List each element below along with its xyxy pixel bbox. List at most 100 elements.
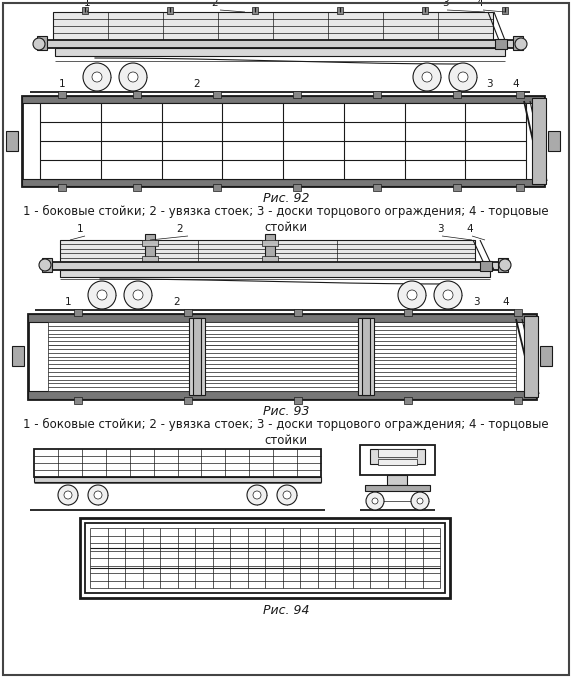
Circle shape — [128, 72, 138, 82]
Text: 3: 3 — [436, 224, 443, 234]
Bar — [48, 345, 516, 368]
Bar — [373, 91, 381, 98]
Bar — [193, 318, 201, 395]
Bar — [358, 318, 374, 395]
Circle shape — [97, 290, 107, 300]
Bar — [378, 449, 417, 457]
Circle shape — [88, 281, 116, 309]
Circle shape — [434, 281, 462, 309]
Bar — [6, 131, 18, 151]
Text: 4: 4 — [513, 79, 519, 89]
Bar — [37, 36, 47, 50]
Bar — [80, 518, 450, 598]
Text: Рис. 94: Рис. 94 — [263, 604, 309, 617]
Bar — [48, 322, 516, 345]
Circle shape — [133, 290, 143, 300]
Text: 4: 4 — [467, 224, 473, 234]
Circle shape — [92, 72, 102, 82]
Bar — [387, 475, 407, 485]
Bar — [265, 234, 275, 264]
Bar — [74, 309, 82, 316]
Bar — [502, 7, 508, 14]
Bar — [12, 346, 24, 366]
Circle shape — [449, 63, 477, 91]
Circle shape — [83, 63, 111, 91]
Bar — [378, 459, 417, 465]
Circle shape — [413, 63, 441, 91]
Circle shape — [94, 491, 102, 499]
Text: 2: 2 — [194, 79, 200, 89]
Text: 1 - боковые стойки; 2 - увязка стоек; 3 - доски торцового ограждения; 4 - торцов: 1 - боковые стойки; 2 - увязка стоек; 3 … — [23, 205, 549, 234]
Bar — [262, 240, 278, 246]
Text: 3: 3 — [486, 79, 492, 89]
Bar — [514, 397, 522, 404]
Text: 1: 1 — [84, 0, 90, 8]
Text: 3: 3 — [442, 0, 448, 8]
Text: 1: 1 — [59, 79, 65, 89]
Circle shape — [458, 72, 468, 82]
Bar — [548, 131, 560, 151]
Bar — [404, 309, 412, 316]
Bar — [48, 368, 516, 391]
Bar — [262, 256, 278, 262]
Circle shape — [411, 492, 429, 510]
Bar — [58, 91, 66, 98]
Bar — [34, 449, 321, 477]
Bar — [360, 445, 435, 475]
Bar — [516, 91, 524, 98]
Bar — [480, 261, 492, 271]
Bar — [142, 256, 158, 262]
Bar — [60, 240, 475, 262]
Text: Рис. 92: Рис. 92 — [263, 192, 309, 205]
Bar — [524, 316, 538, 397]
Bar — [293, 91, 301, 98]
Bar — [58, 184, 66, 191]
Circle shape — [515, 38, 527, 50]
Circle shape — [499, 259, 511, 271]
Bar — [422, 7, 428, 14]
Bar — [40, 103, 526, 179]
Text: 1 - боковые стойки; 2 - увязка стоек; 3 - доски торцового ограждения; 4 - торцов: 1 - боковые стойки; 2 - увязка стоек; 3 … — [23, 418, 549, 447]
Bar — [513, 36, 523, 50]
Bar — [50, 262, 500, 270]
Bar — [184, 309, 192, 316]
Bar — [82, 7, 88, 14]
Text: 3: 3 — [472, 297, 479, 307]
Bar — [365, 485, 430, 491]
Bar — [184, 397, 192, 404]
Bar — [252, 7, 258, 14]
Circle shape — [33, 38, 45, 50]
Text: 2: 2 — [177, 224, 183, 234]
Bar — [532, 98, 546, 184]
Bar — [294, 397, 302, 404]
Bar — [34, 477, 321, 482]
Bar — [213, 184, 221, 191]
Text: 1: 1 — [65, 297, 72, 307]
Bar — [189, 318, 205, 395]
Bar — [453, 91, 461, 98]
Bar — [28, 314, 536, 399]
Bar — [53, 12, 493, 40]
Bar — [294, 309, 302, 316]
Text: 2: 2 — [212, 0, 219, 8]
Text: Рис. 93: Рис. 93 — [263, 405, 309, 418]
Text: 4: 4 — [476, 0, 483, 8]
Bar — [293, 184, 301, 191]
Circle shape — [58, 485, 78, 505]
Bar — [370, 449, 425, 464]
Circle shape — [398, 281, 426, 309]
Bar — [28, 314, 536, 322]
Bar — [514, 309, 522, 316]
Bar — [213, 91, 221, 98]
Circle shape — [422, 72, 432, 82]
Bar — [133, 91, 141, 98]
Circle shape — [443, 290, 453, 300]
Bar — [404, 397, 412, 404]
Bar — [453, 184, 461, 191]
Bar — [45, 40, 515, 48]
Bar — [362, 318, 370, 395]
Circle shape — [417, 498, 423, 504]
Text: 1: 1 — [77, 224, 84, 234]
Bar — [74, 397, 82, 404]
Bar — [337, 7, 343, 14]
